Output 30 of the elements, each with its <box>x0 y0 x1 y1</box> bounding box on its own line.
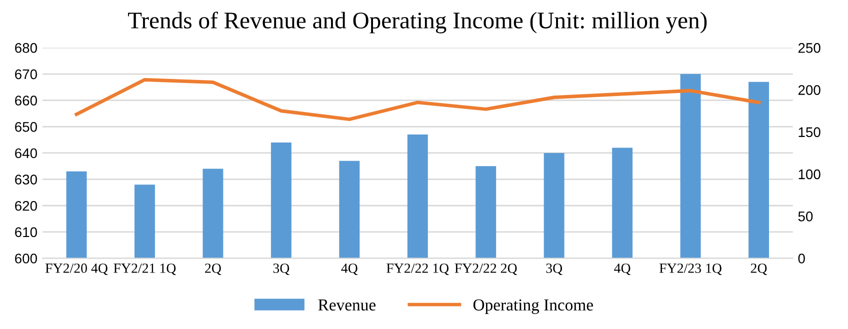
y-tick-label: 660 <box>15 96 37 106</box>
y-tick-label: 650 <box>15 122 37 132</box>
legend-label: Operating Income <box>473 299 593 314</box>
y-tick-label: 680 <box>15 43 37 53</box>
y2-tick-label: 150 <box>798 127 820 138</box>
chart-title: Trends of Revenue and Operating Income (Unit: million yen) <box>128 12 707 34</box>
x-tick-label: FY2/23 1Q <box>659 264 722 276</box>
legend-label: Revenue <box>318 299 376 311</box>
line-series <box>74 78 760 122</box>
y-tick-label: 620 <box>15 200 37 211</box>
x-tick-label: 3Q <box>273 264 290 276</box>
x-tick-label: 4Q <box>614 264 631 276</box>
y2-tick-label: 100 <box>798 169 820 180</box>
x-tick-label: 2Q <box>750 264 768 276</box>
x-tick-label: 2Q <box>205 264 222 276</box>
y-tick-label: 600 <box>15 254 37 264</box>
y2-tick-label: 0 <box>798 254 805 264</box>
x-tick-label: 3Q <box>546 264 562 276</box>
x-tick-label: 4Q <box>341 264 358 276</box>
y2-tick-label: 200 <box>798 85 820 95</box>
y-tick-label: 670 <box>15 69 37 80</box>
y-tick-label: 610 <box>15 227 37 238</box>
x-tick-label: FY2/20 4Q <box>45 264 108 276</box>
x-tick-label: FY2/22 1Q <box>386 264 449 276</box>
x-tick-label: FY2/21 1Q <box>114 264 176 276</box>
y2-tick-label: 250 <box>798 43 820 53</box>
y-tick-label: 630 <box>15 174 37 184</box>
x-tick-label: FY2/22 2Q <box>454 264 518 276</box>
y-tick-label: 640 <box>15 148 37 158</box>
y2-tick-label: 50 <box>798 211 813 222</box>
